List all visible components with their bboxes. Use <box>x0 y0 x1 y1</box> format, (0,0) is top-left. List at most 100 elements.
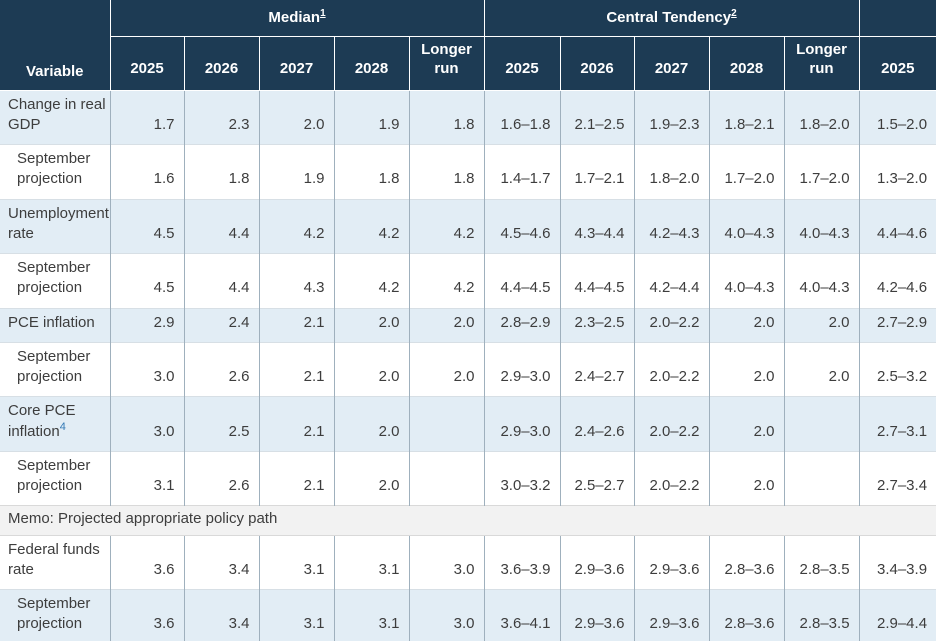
cell: 3.0 <box>109 396 184 452</box>
ct-year-2027-header: 2027 <box>633 35 710 91</box>
cell: 3.1 <box>109 450 184 506</box>
cell: 4.4–4.6 <box>858 198 936 254</box>
row-label: September projection <box>0 253 110 308</box>
cell: 4.2 <box>408 198 484 254</box>
cell: 4.3–4.4 <box>559 198 634 254</box>
cell: 2.0 <box>783 341 860 397</box>
cell: 4.4 <box>183 198 259 254</box>
cell: 2.9–3.6 <box>559 589 634 641</box>
cell: 2.8–2.9 <box>483 307 560 343</box>
cell: 3.4 <box>183 589 259 641</box>
cell: 2.0 <box>783 307 860 343</box>
row-label: Unemployment rate <box>0 198 110 254</box>
cell: 3.0 <box>109 341 184 397</box>
table-row-federal-funds-rate: Federal funds rate 3.6 3.4 3.1 3.1 3.0 3… <box>0 534 936 590</box>
cell: 2.4–2.7 <box>559 341 634 397</box>
cell: 4.5 <box>109 253 184 308</box>
table-row-unemployment-rate: Unemployment rate 4.5 4.4 4.2 4.2 4.2 4.… <box>0 198 936 254</box>
cell: 2.5–3.2 <box>858 341 936 397</box>
cell: 1.8–2.0 <box>783 89 860 145</box>
cell: 3.4–3.9 <box>858 534 936 590</box>
row-label: September projection <box>0 144 110 199</box>
table-row-real-gdp: Change in real GDP 1.7 2.3 2.0 1.9 1.8 1… <box>0 89 936 145</box>
central-tendency-group-header: Central Tendency2 <box>483 0 860 37</box>
row-label: September projection <box>0 589 110 641</box>
cell: 2.0 <box>408 307 484 343</box>
cell: 3.1 <box>333 534 409 590</box>
cell: 4.2–4.3 <box>633 198 709 254</box>
cell: 4.4 <box>183 253 259 308</box>
table-row-ffr-september-projection: September projection 3.6 3.4 3.1 3.1 3.0… <box>0 589 936 641</box>
cell: 2.1 <box>258 396 334 452</box>
cell: 4.2 <box>408 253 484 308</box>
cell: 2.4 <box>183 307 259 343</box>
median-year-2027-header: 2027 <box>258 35 335 91</box>
footnote-2-link[interactable]: 2 <box>731 7 737 19</box>
row-label: Federal funds rate <box>0 534 110 590</box>
cell: 1.8–2.1 <box>708 89 784 145</box>
cell: 1.5–2.0 <box>858 89 936 145</box>
cell: 4.3 <box>258 253 334 308</box>
cell: 2.1 <box>258 450 334 506</box>
ct-year-2025-header: 2025 <box>483 35 561 91</box>
footnote-4-link[interactable]: 4 <box>59 420 66 433</box>
cell <box>783 396 860 452</box>
cell: 1.9–2.3 <box>633 89 709 145</box>
cell: 2.6 <box>183 341 259 397</box>
cell: 2.0 <box>708 341 784 397</box>
cell: 3.1 <box>258 534 334 590</box>
ct-year-2026-header: 2026 <box>559 35 635 91</box>
cell: 2.1 <box>258 307 334 343</box>
variable-column-header: Variable <box>0 0 111 91</box>
cell: 2.9 <box>109 307 184 343</box>
row-label: Change in real GDP <box>0 89 110 145</box>
cell: 2.0 <box>333 341 409 397</box>
cell: 1.9 <box>258 144 334 199</box>
cell: 2.1–2.5 <box>559 89 634 145</box>
cell <box>783 450 860 506</box>
cell: 2.5 <box>183 396 259 452</box>
footnote-1-link[interactable]: 1 <box>320 7 326 19</box>
cell: 3.4 <box>183 534 259 590</box>
cell: 1.6–1.8 <box>483 89 560 145</box>
cell: 3.6–3.9 <box>483 534 560 590</box>
cell: 1.7–2.0 <box>783 144 860 199</box>
cell: 2.0 <box>333 450 409 506</box>
cell: 1.3–2.0 <box>858 144 936 199</box>
cell: 4.0–4.3 <box>783 198 860 254</box>
row-label: September projection <box>0 341 110 397</box>
cell: 4.2 <box>258 198 334 254</box>
cell: 3.6 <box>109 589 184 641</box>
table-row-unemployment-september-projection: September projection 4.5 4.4 4.3 4.2 4.2… <box>0 253 936 308</box>
cell: 2.9–3.6 <box>633 589 709 641</box>
row-label: September projection <box>0 450 110 506</box>
row-label-text: Core PCE inflation <box>8 402 76 440</box>
cell: 2.0 <box>333 396 409 452</box>
cell: 4.4–4.5 <box>483 253 560 308</box>
central-tendency-group-label: Central Tendency <box>606 8 732 26</box>
cell: 2.0 <box>258 89 334 145</box>
cell: 1.8 <box>408 144 484 199</box>
cell: 2.7–3.1 <box>858 396 936 452</box>
median-group-header: Median1 <box>109 0 485 37</box>
cell: 1.4–1.7 <box>483 144 560 199</box>
row-label: PCE inflation <box>0 307 110 343</box>
median-group-label: Median <box>268 8 321 26</box>
cell: 2.0 <box>708 450 784 506</box>
cell: 1.7–2.0 <box>708 144 784 199</box>
cell: 3.1 <box>333 589 409 641</box>
median-year-2028-header: 2028 <box>333 35 410 91</box>
cell: 2.0 <box>408 341 484 397</box>
table-row-core-pce-inflation: Core PCE inflation4 3.0 2.5 2.1 2.0 2.9–… <box>0 396 936 452</box>
cell: 2.4–2.6 <box>559 396 634 452</box>
median-year-2026-header: 2026 <box>183 35 260 91</box>
cell: 1.8–2.0 <box>633 144 709 199</box>
cell: 2.8–3.5 <box>783 589 860 641</box>
cell: 2.1 <box>258 341 334 397</box>
cell: 2.8–3.6 <box>708 534 784 590</box>
cell: 2.8–3.6 <box>708 589 784 641</box>
cell: 2.0 <box>708 396 784 452</box>
cell: 4.0–4.3 <box>708 253 784 308</box>
table-row-pce-september-projection: September projection 3.0 2.6 2.1 2.0 2.0… <box>0 341 936 397</box>
